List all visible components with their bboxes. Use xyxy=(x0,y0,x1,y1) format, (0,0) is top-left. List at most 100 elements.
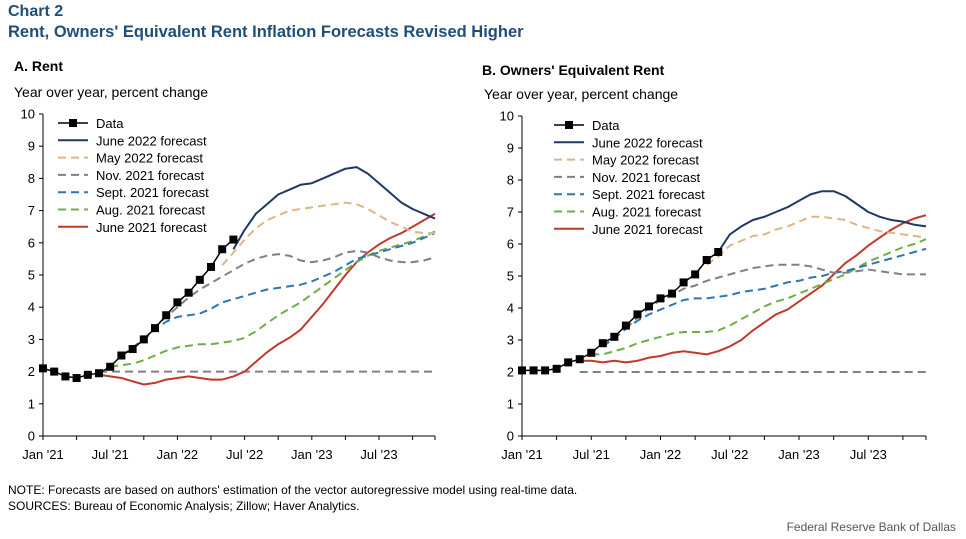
y-tick-label: 7 xyxy=(507,205,514,220)
legend-item-june-2021-forecast: June 2021 forecast xyxy=(554,222,703,237)
y-tick-label: 9 xyxy=(28,139,35,154)
legend-item-sept-2021-forecast: Sept. 2021 forecast xyxy=(554,187,705,202)
june-2022-forecast-series xyxy=(232,166,436,250)
legend-label: June 2021 forecast xyxy=(592,222,703,237)
june-2021-forecast-series xyxy=(98,212,436,386)
y-axis-label: Year over year, percent change xyxy=(14,84,209,100)
aug-2021-forecast-line xyxy=(591,238,927,356)
data-point xyxy=(72,374,81,383)
may-2022-forecast-series xyxy=(706,215,927,266)
data-series xyxy=(39,235,238,383)
y-tick-label: 5 xyxy=(28,268,35,283)
data-point xyxy=(151,324,159,333)
data-point xyxy=(95,369,103,378)
y-tick-label: 7 xyxy=(28,203,35,218)
legend: Data June 2022 forecast May 2022 forecast N… xyxy=(58,116,209,235)
legend-item-nov-2021-forecast: Nov. 2021 forecast xyxy=(58,168,205,183)
data-point xyxy=(184,288,193,297)
y-tick-label: 0 xyxy=(507,429,514,444)
legend-item-sept-2021-forecast: Sept. 2021 forecast xyxy=(58,185,209,200)
legend-label: May 2022 forecast xyxy=(592,153,699,168)
x-tick-label: Jan '23 xyxy=(291,447,333,462)
data-point xyxy=(656,294,665,303)
data-point xyxy=(61,372,70,381)
rent-chart-svg: 0 1 2 3 4 5 6 7 8 9 10 Jan '21 Jul '21 Jan '22 Jul '22… xyxy=(21,107,436,462)
y-tick-label: 1 xyxy=(28,396,35,411)
legend-item-nov-2021-forecast: Nov. 2021 forecast xyxy=(554,170,701,185)
data-point xyxy=(552,364,561,373)
data-point xyxy=(139,335,148,344)
y-tick-label: 6 xyxy=(507,237,514,252)
may-2022-forecast-line xyxy=(221,201,435,266)
legend-item-june-2021-forecast: June 2021 forecast xyxy=(58,220,207,235)
note-text: NOTE: Forecasts are based on authors' es… xyxy=(8,483,578,497)
data-point xyxy=(173,298,182,307)
data-point xyxy=(564,358,573,367)
x-tick-label: Jul '22 xyxy=(711,447,748,462)
y-tick-label: 10 xyxy=(500,109,514,124)
legend-label: June 2022 forecast xyxy=(592,135,703,150)
legend-label: June 2022 forecast xyxy=(96,133,207,148)
y-tick-label: 3 xyxy=(507,333,514,348)
sept-2021-forecast-line xyxy=(120,232,436,357)
legend-label: Aug. 2021 forecast xyxy=(592,205,702,220)
y-axis-label: Year over year, percent change xyxy=(484,86,679,102)
legend-label: Sept. 2021 forecast xyxy=(96,185,209,200)
data-point xyxy=(83,370,92,379)
data-point xyxy=(691,270,700,279)
may-2022-forecast-series xyxy=(221,201,435,266)
data-point xyxy=(644,302,653,311)
data-point xyxy=(598,339,607,348)
data-point xyxy=(633,310,642,319)
x-tick-label: Jan '22 xyxy=(640,447,682,462)
y-tick-label: 9 xyxy=(507,141,514,156)
legend-label: Data xyxy=(96,116,124,131)
panel-title: A. Rent xyxy=(14,58,63,74)
footnote: NOTE: Forecasts are based on authors' es… xyxy=(8,482,577,514)
legend-label: June 2021 forecast xyxy=(96,220,207,235)
data-point xyxy=(50,367,59,376)
data-point xyxy=(106,362,115,371)
data-point xyxy=(218,245,227,254)
sept-2021-forecast-series xyxy=(120,232,436,357)
legend: Data June 2022 forecast May 2022 forecast N… xyxy=(554,118,705,237)
june-2022-forecast-series xyxy=(717,190,927,253)
x-tick-label: Jul '22 xyxy=(226,447,263,462)
data-series xyxy=(518,248,723,375)
y-tick-label: 2 xyxy=(28,364,35,379)
x-tick-label: Jan '23 xyxy=(778,447,820,462)
sept-2021-forecast-line xyxy=(602,247,927,348)
data-point xyxy=(610,332,619,341)
legend-marker xyxy=(69,119,77,127)
credit-text: Federal Reserve Bank of Dallas xyxy=(786,520,956,534)
data-point xyxy=(128,345,137,354)
y-tick-label: 3 xyxy=(28,332,35,347)
legend-label: Nov. 2021 forecast xyxy=(592,170,701,185)
june-2022-forecast-line xyxy=(232,166,436,250)
legend-label: Aug. 2021 forecast xyxy=(96,203,206,218)
y-tick-label: 5 xyxy=(507,269,514,284)
oer-panel: B. Owners' Equivalent Rent Year over yea… xyxy=(470,58,966,468)
data-point xyxy=(207,262,215,271)
x-tick-label: Jul '21 xyxy=(573,447,610,462)
y-tick-label: 2 xyxy=(507,365,514,380)
data-point xyxy=(668,289,677,298)
aug-2021-forecast-line xyxy=(110,230,436,368)
legend-label: Nov. 2021 forecast xyxy=(96,168,205,183)
nov-2021-forecast-series xyxy=(625,263,926,330)
y-tick-label: 6 xyxy=(28,235,35,250)
data-point xyxy=(195,275,204,284)
legend-marker xyxy=(565,121,573,129)
data-line xyxy=(42,239,234,379)
x-tick-label: Jan '22 xyxy=(157,447,199,462)
legend-item-aug-2021-forecast: Aug. 2021 forecast xyxy=(58,203,206,218)
x-tick-label: Jan '21 xyxy=(22,447,64,462)
data-point xyxy=(529,366,538,375)
y-tick-label: 8 xyxy=(28,171,35,186)
legend-label: Data xyxy=(592,118,620,133)
data-point xyxy=(575,355,584,364)
may-2022-forecast-line xyxy=(706,215,927,266)
legend-label: May 2022 forecast xyxy=(96,151,203,166)
legend-item-may-2022-forecast: May 2022 forecast xyxy=(58,151,203,166)
data-point xyxy=(229,235,238,244)
